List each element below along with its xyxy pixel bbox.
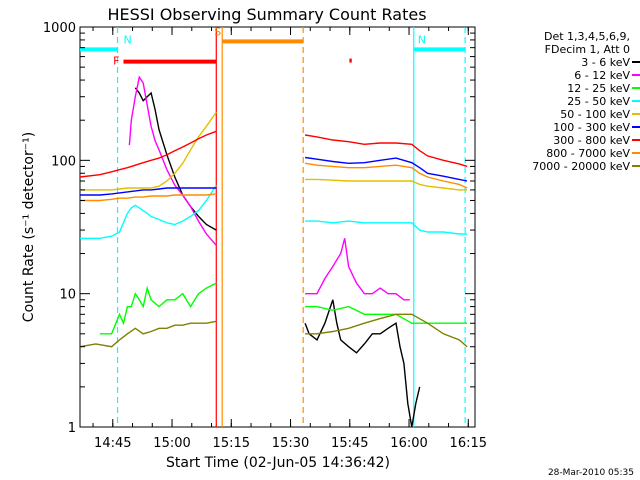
chart-title: HESSI Observing Summary Count Rates: [107, 5, 426, 24]
annotation-label-n-2: N: [124, 33, 132, 46]
x-tick-label: 16:00: [390, 436, 427, 451]
series-line-100-300-kev: [305, 156, 468, 182]
legend-label-800-7000-kev: 800 - 7000 keV: [546, 147, 630, 160]
x-tick-label: 15:30: [272, 436, 309, 451]
series-line-12-25-kev: [99, 282, 217, 335]
legend-label-3-6-kev: 3 - 6 keV: [581, 56, 630, 69]
y-tick-label: 1: [68, 421, 76, 436]
x-tick-label: 14:45: [94, 436, 131, 451]
y-tick-label: 1000: [43, 21, 76, 36]
x-axis-label: Start Time (02-Jun-05 14:36:42): [166, 455, 390, 471]
y-tick-label: 100: [51, 154, 76, 169]
series-line-800-7000-kev: [304, 162, 468, 189]
series-line-25-50-kev: [305, 220, 468, 235]
series-line-12-25-kev: [305, 305, 468, 324]
legend: Det 1,3,4,5,6,9, FDecim 1, Att 0 3 - 6 k…: [532, 30, 640, 173]
series-line-7000-20000-kev: [79, 320, 217, 348]
legend-header-line-1: Det 1,3,4,5,6,9,: [544, 30, 630, 43]
legend-label-7000-20000-kev: 7000 - 20000 keV: [532, 160, 630, 173]
series-line-3-6-kev: [134, 87, 217, 231]
series-line-50-100-kev: [305, 178, 468, 191]
x-tick-label: 15:15: [213, 436, 250, 451]
plot-area: FN NS: [79, 25, 476, 428]
legend-label-12-25-kev: 12 - 25 keV: [567, 82, 630, 95]
series-line-25-50-kev: [80, 184, 217, 240]
annotation-label-s-4: S: [214, 25, 221, 38]
series-line-6-12-kev: [128, 75, 217, 246]
series-line-3-6-kev: [304, 299, 421, 428]
x-tick-label: 15:00: [153, 436, 190, 451]
series-line-6-12-kev: [305, 238, 410, 301]
y-tick-label: 10: [59, 288, 76, 303]
legend-label-6-12-kev: 6 - 12 keV: [574, 69, 630, 82]
annotation-label-n-3: N: [418, 33, 426, 46]
legend-label-25-50-kev: 25 - 50 keV: [567, 95, 630, 108]
series-line-300-800-kev: [79, 130, 217, 178]
annotation-label-f-1: F: [113, 55, 119, 68]
series-line-50-100-kev: [80, 111, 217, 191]
legend-label-100-300-kev: 100 - 300 keV: [553, 121, 630, 134]
legend-label-300-800-kev: 300 - 800 keV: [553, 134, 630, 147]
x-tick-label: 16:15: [450, 436, 487, 451]
x-tick-label: 15:45: [331, 436, 368, 451]
series-line-800-7000-kev: [80, 193, 217, 202]
y-axis-label: Count Rate (s⁻¹ detector⁻¹): [21, 132, 37, 322]
series-line-100-300-kev: [80, 187, 217, 196]
series-line-300-800-kev: [304, 134, 468, 168]
legend-header-line-2: FDecim 1, Att 0: [545, 43, 630, 56]
legend-label-50-100-kev: 50 - 100 keV: [560, 108, 630, 121]
series-line-7000-20000-kev: [305, 313, 468, 348]
footer-timestamp: 28-Mar-2010 05:35: [548, 468, 634, 478]
plot-frame: [79, 26, 476, 428]
